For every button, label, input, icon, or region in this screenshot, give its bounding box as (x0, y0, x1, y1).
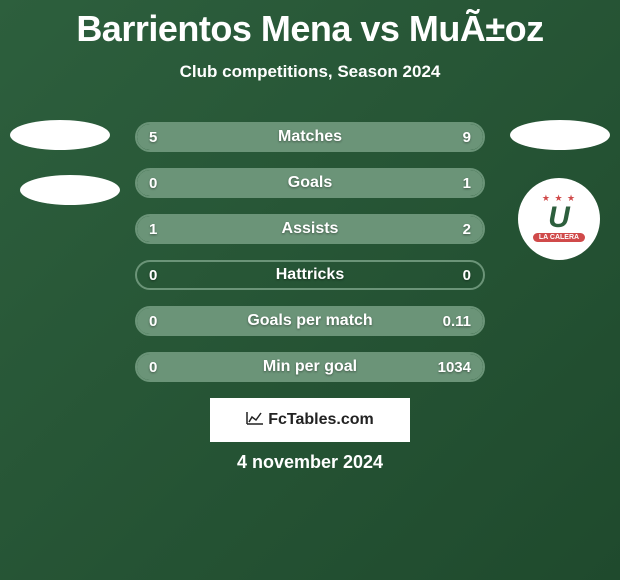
chart-icon (246, 411, 264, 430)
footer-brand-text: FcTables.com (268, 411, 374, 429)
stat-row: 00Hattricks (135, 260, 485, 290)
stat-label: Min per goal (137, 358, 483, 376)
stat-label: Goals per match (137, 312, 483, 330)
stat-row: 12Assists (135, 214, 485, 244)
page-title: Barrientos Mena vs MuÃ±oz (0, 0, 620, 50)
stat-row: 00.11Goals per match (135, 306, 485, 336)
stat-row: 59Matches (135, 122, 485, 152)
stat-row: 01Goals (135, 168, 485, 198)
badge-letter: U (548, 204, 570, 231)
subtitle: Club competitions, Season 2024 (0, 62, 620, 82)
player-avatar-left-2 (20, 175, 120, 205)
player-avatar-right-1 (510, 120, 610, 150)
stat-label: Goals (137, 174, 483, 192)
club-badge-right: ★ ★ ★ U LA CALERA (518, 178, 600, 260)
stat-label: Hattricks (137, 266, 483, 284)
stats-rows: 59Matches 01Goals 12Assists 00Hattricks 00.1… (135, 122, 485, 398)
stat-label: Matches (137, 128, 483, 146)
stat-row: 01034Min per goal (135, 352, 485, 382)
badge-banner: LA CALERA (533, 233, 585, 242)
footer-brand: FcTables.com (210, 398, 410, 442)
footer-date: 4 november 2024 (0, 452, 620, 473)
player-avatar-left-1 (10, 120, 110, 150)
stat-label: Assists (137, 220, 483, 238)
